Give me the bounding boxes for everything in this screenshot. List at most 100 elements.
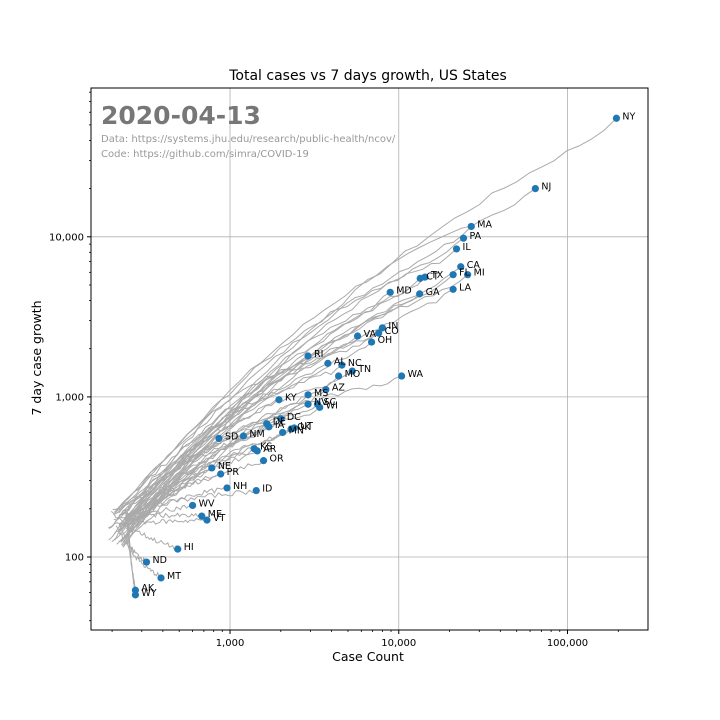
data-point-mi	[464, 271, 472, 279]
point-label-ri: RI	[314, 349, 323, 360]
trajectory-line-hi	[110, 510, 179, 551]
point-label-ia: IA	[275, 420, 285, 431]
point-label-ca: CA	[467, 260, 481, 271]
data-point-sd	[215, 434, 223, 443]
point-label-nv: NV	[314, 397, 328, 408]
data-source-annotation: Data: https://systems.jhu.edu/research/p…	[101, 134, 396, 145]
point-label-dc: DC	[287, 412, 301, 423]
point-label-tx: TX	[430, 270, 444, 281]
data-point-ri	[304, 352, 312, 360]
point-label-ny: NY	[622, 111, 635, 122]
point-label-vt: VT	[213, 513, 225, 524]
trajectory-line-vt	[120, 517, 208, 526]
y-axis-ticks: 100 1,000 10,000	[49, 91, 91, 622]
trajectory-line-nv	[108, 403, 309, 530]
data-point-nc	[338, 361, 346, 369]
data-point-nj	[531, 185, 539, 193]
trajectory-line-va	[122, 335, 358, 512]
x-axis-label: Case Count	[332, 649, 404, 664]
data-point-ok	[287, 425, 295, 433]
point-label-ok: OK	[297, 422, 311, 433]
date-annotation: 2020-04-13	[101, 101, 261, 130]
data-point-hi	[174, 545, 182, 553]
data-point-nh	[223, 484, 231, 492]
point-label-pr: PR	[227, 467, 240, 478]
trajectory-line-or	[108, 460, 264, 528]
point-label-ky: KY	[285, 393, 297, 404]
data-point-mn	[279, 428, 287, 437]
data-point-wy	[131, 591, 140, 599]
data-point-tn	[348, 367, 356, 375]
point-label-md: MD	[396, 285, 412, 296]
trajectory-line-pr	[119, 473, 221, 531]
x-tick-label-2: 100,000	[547, 638, 588, 649]
point-label-ar: AR	[263, 444, 276, 455]
trajectory-line-sd	[121, 438, 220, 545]
y-axis-label: 7 day case growth	[29, 300, 44, 415]
y-tick-label-2: 10,000	[49, 232, 84, 243]
point-label-mt: MT	[167, 571, 181, 582]
point-label-il: IL	[463, 242, 472, 253]
data-point-wi	[316, 403, 324, 411]
y-tick-label-1: 1,000	[55, 392, 84, 403]
data-point-ma	[467, 222, 475, 231]
trajectory-line-il	[119, 248, 457, 510]
point-label-ga: GA	[426, 287, 440, 298]
data-point-mo	[334, 372, 343, 380]
x-tick-label-1: 10,000	[381, 638, 416, 649]
data-points	[131, 114, 621, 599]
data-point-oh	[367, 338, 376, 346]
point-label-nm: NM	[249, 429, 264, 440]
data-point-me	[198, 512, 206, 520]
x-tick-label-0: 1,000	[216, 638, 245, 649]
point-label-nh: NH	[233, 481, 247, 492]
data-point-tx	[421, 273, 429, 281]
data-point-vt	[203, 516, 211, 524]
point-label-sd: SD	[225, 431, 238, 442]
data-point-ky	[275, 396, 283, 404]
trajectory-line-ky	[115, 399, 280, 515]
data-point-ms	[304, 391, 312, 399]
point-label-de: DE	[273, 417, 286, 428]
trajectory-line-me	[121, 511, 203, 519]
point-label-ms: MS	[314, 388, 328, 399]
trajectory-line-ne	[121, 467, 213, 547]
data-point-nv	[304, 400, 312, 408]
data-point-va	[353, 332, 362, 340]
trajectory-line-ny	[118, 117, 617, 526]
data-point-az	[322, 386, 330, 394]
point-label-al: AL	[334, 356, 346, 367]
point-label-mi: MI	[474, 268, 485, 279]
point-label-id: ID	[262, 484, 272, 495]
point-label-mo: MO	[345, 369, 361, 380]
data-point-al	[324, 359, 332, 367]
trajectory-line-ks	[124, 448, 255, 521]
data-point-pa	[459, 234, 468, 242]
point-label-wi: WI	[326, 400, 338, 411]
point-label-ks: KS	[260, 442, 272, 453]
point-label-tn: TN	[357, 364, 371, 375]
data-point-la	[449, 285, 457, 293]
point-label-la: LA	[459, 282, 472, 293]
point-label-sc: SC	[324, 397, 337, 408]
trajectory-line-id	[118, 489, 257, 516]
x-axis-ticks: 1,000 10,000 100,000	[111, 630, 619, 649]
point-label-nc: NC	[348, 358, 362, 369]
data-point-nd	[142, 558, 151, 566]
point-label-va: VA	[364, 329, 377, 340]
data-point-in	[378, 324, 387, 332]
point-label-in: IN	[388, 321, 398, 332]
data-point-il	[452, 245, 461, 253]
data-point-ar	[253, 447, 261, 455]
data-point-dc	[277, 415, 285, 423]
point-label-ct: CT	[426, 271, 439, 282]
data-point-md	[386, 288, 394, 296]
trajectory-line-al	[112, 362, 329, 511]
point-label-wv: WV	[199, 498, 215, 509]
trajectory-line-az	[125, 389, 327, 543]
point-label-wa: WA	[408, 369, 424, 380]
point-label-nd: ND	[153, 555, 167, 566]
data-point-mt	[157, 574, 165, 582]
point-label-pa: PA	[470, 231, 482, 242]
